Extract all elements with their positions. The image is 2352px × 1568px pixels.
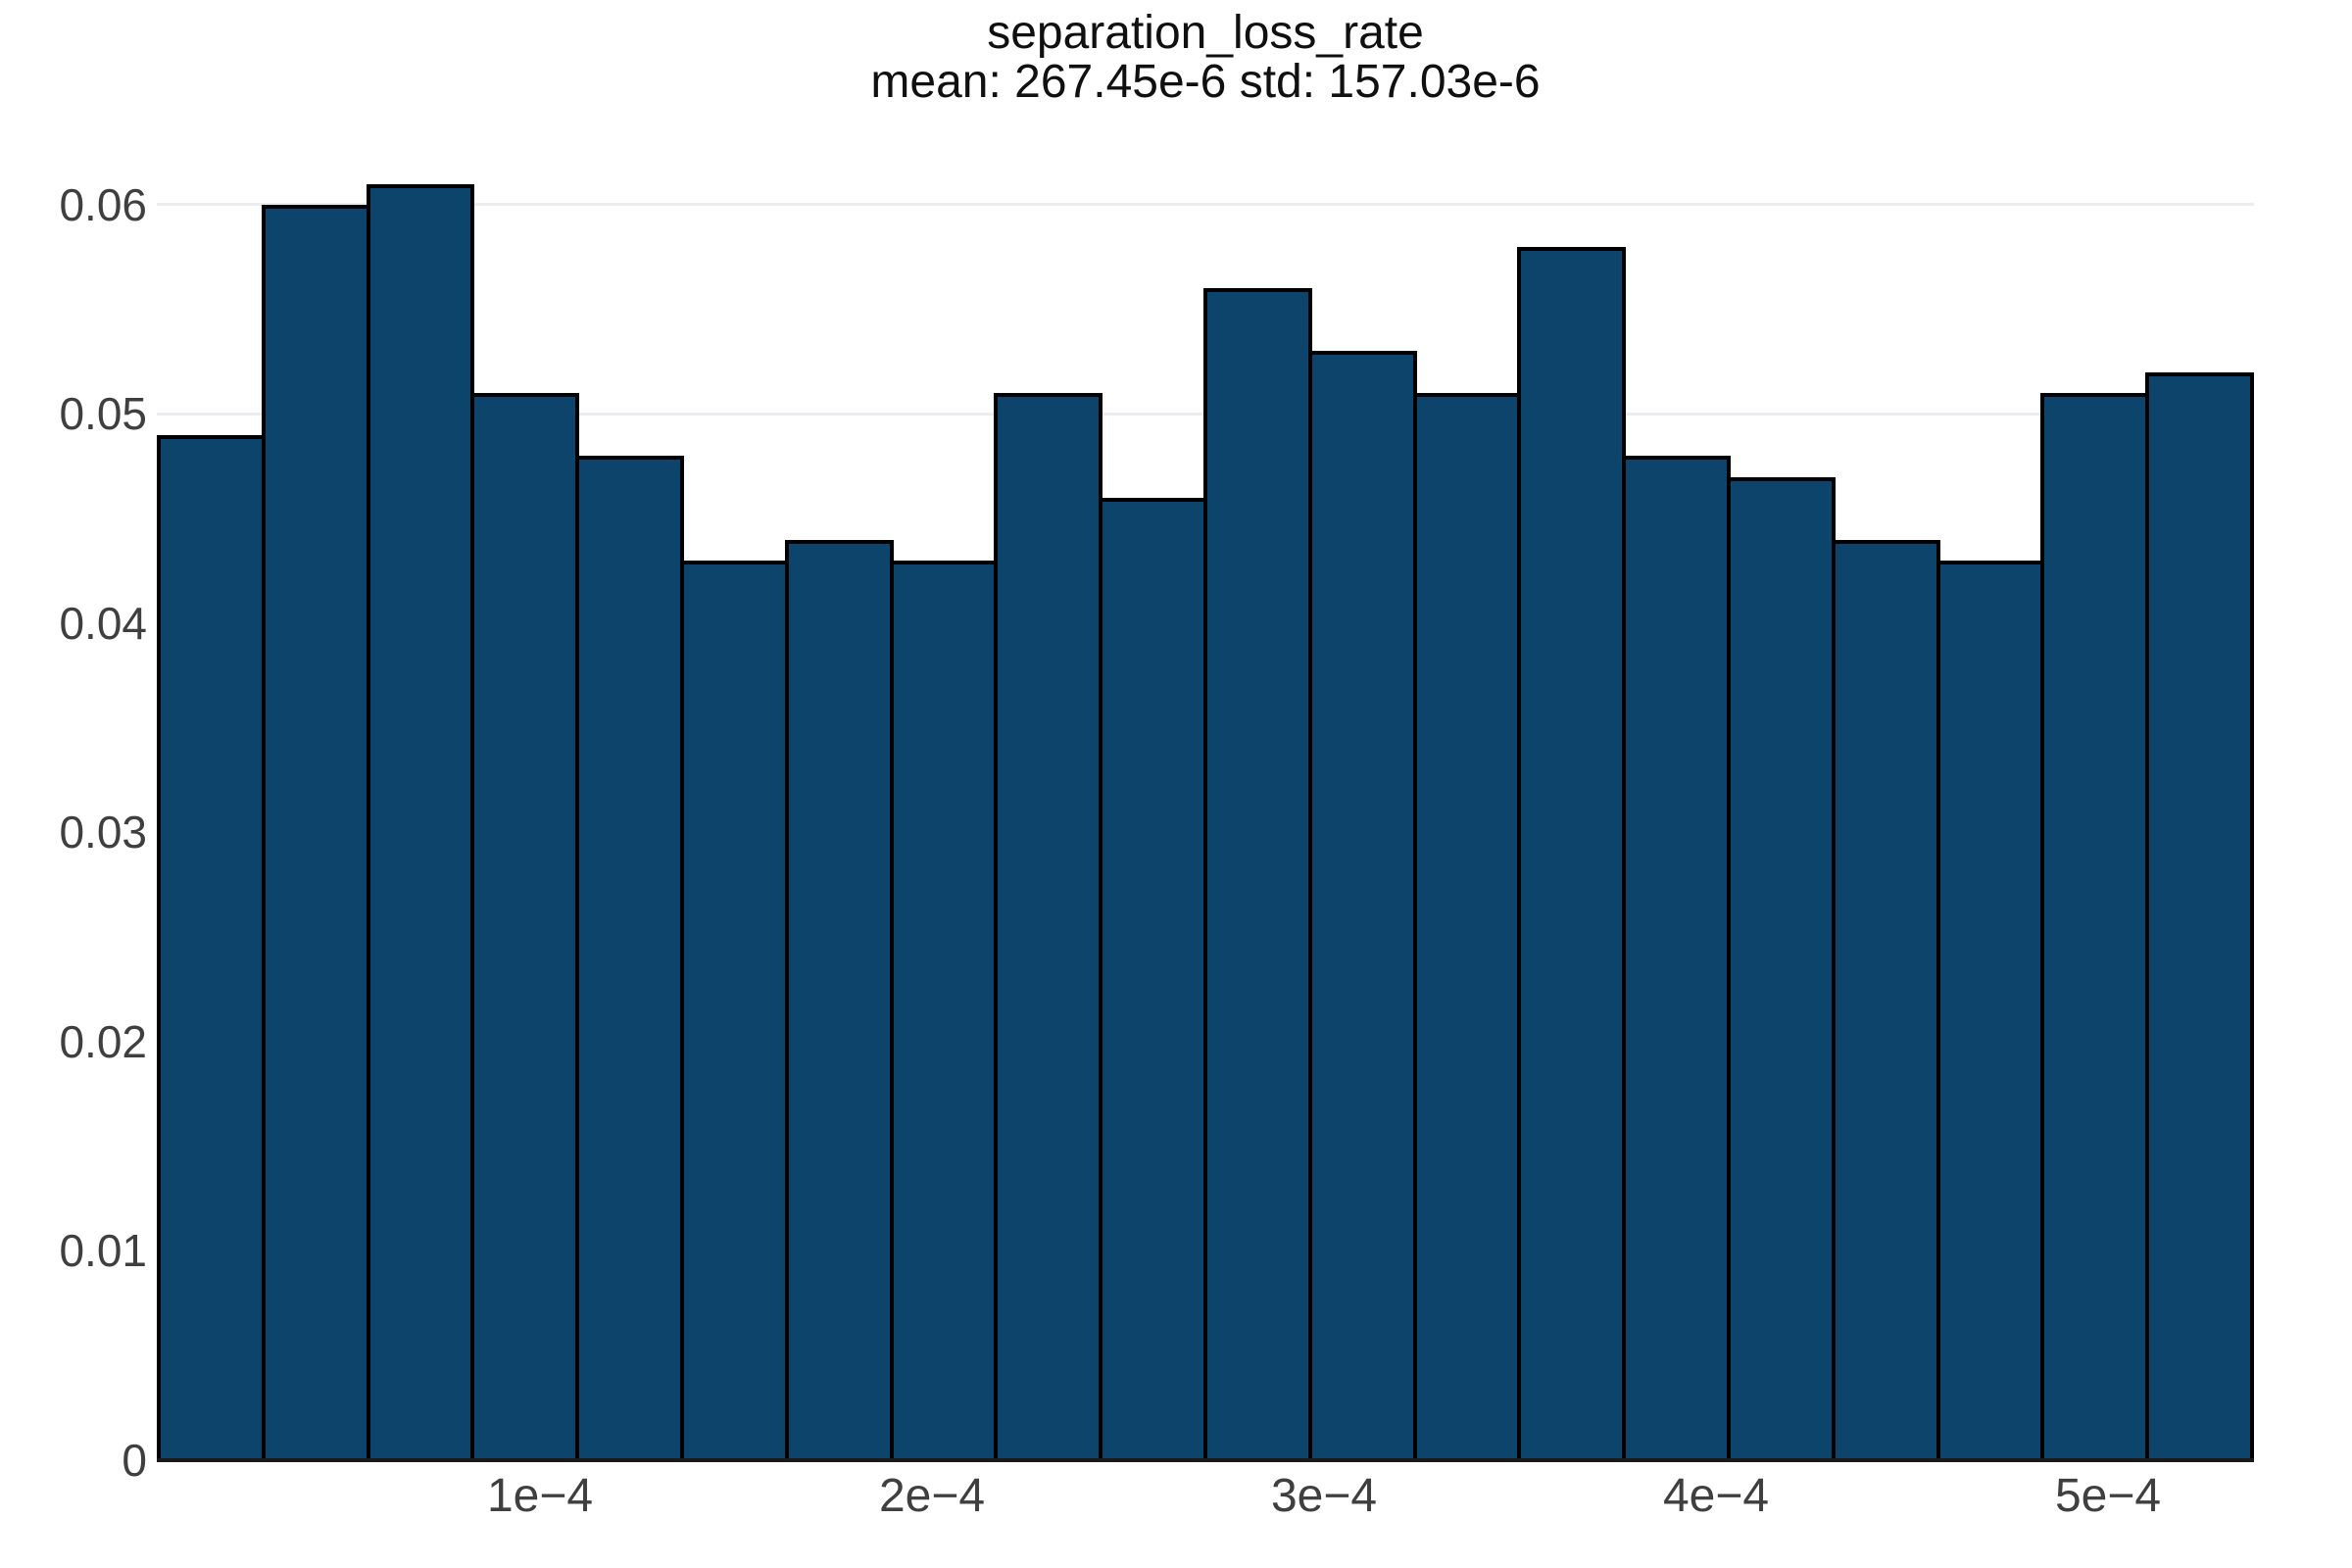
- histogram-bar: [784, 540, 894, 1460]
- histogram-bar: [679, 561, 789, 1460]
- histogram-bar: [470, 393, 580, 1460]
- histogram-bar: [261, 205, 370, 1460]
- y-tick-label: 0: [122, 1435, 147, 1486]
- histogram-bar: [1726, 477, 1836, 1460]
- histogram-bar: [575, 456, 684, 1460]
- histogram-bar: [1936, 561, 2045, 1460]
- histogram-bar: [889, 561, 999, 1460]
- plot-area: [157, 127, 2254, 1462]
- x-tick-label: 1e−4: [486, 1470, 594, 1522]
- histogram-bar: [1831, 540, 1940, 1460]
- bars-container: [157, 127, 2254, 1460]
- histogram-bar: [1202, 288, 1312, 1460]
- chart-subtitle: mean: 267.45e-6 std: 157.03e-6: [870, 56, 1541, 108]
- y-tick-label: 0.03: [59, 807, 147, 858]
- histogram-bar: [2040, 393, 2150, 1460]
- histogram-bar: [366, 184, 475, 1460]
- histogram-bar: [994, 393, 1103, 1460]
- histogram-bar: [157, 435, 266, 1460]
- y-tick-label: 0.05: [59, 388, 147, 440]
- histogram-bar: [2145, 372, 2254, 1460]
- histogram-bar: [1622, 456, 1731, 1460]
- y-tick-label: 0.02: [59, 1015, 147, 1067]
- x-tick-label: 5e−4: [2054, 1470, 2162, 1522]
- histogram-bar: [1099, 498, 1207, 1460]
- histogram-bar: [1307, 351, 1417, 1460]
- y-tick-label: 0.01: [59, 1225, 147, 1277]
- chart-title: separation_loss_rate: [987, 7, 1424, 59]
- x-tick-label: 2e−4: [878, 1470, 986, 1522]
- y-tick-label: 0.06: [59, 178, 147, 230]
- x-tick-label: 3e−4: [1270, 1470, 1378, 1522]
- x-tick-label: 4e−4: [1662, 1470, 1770, 1522]
- histogram-bar: [1412, 393, 1522, 1460]
- x-axis-line: [157, 1458, 2254, 1462]
- histogram-bar: [1517, 247, 1627, 1460]
- y-tick-label: 0.04: [59, 597, 147, 649]
- gridline-0.06: [157, 203, 2254, 206]
